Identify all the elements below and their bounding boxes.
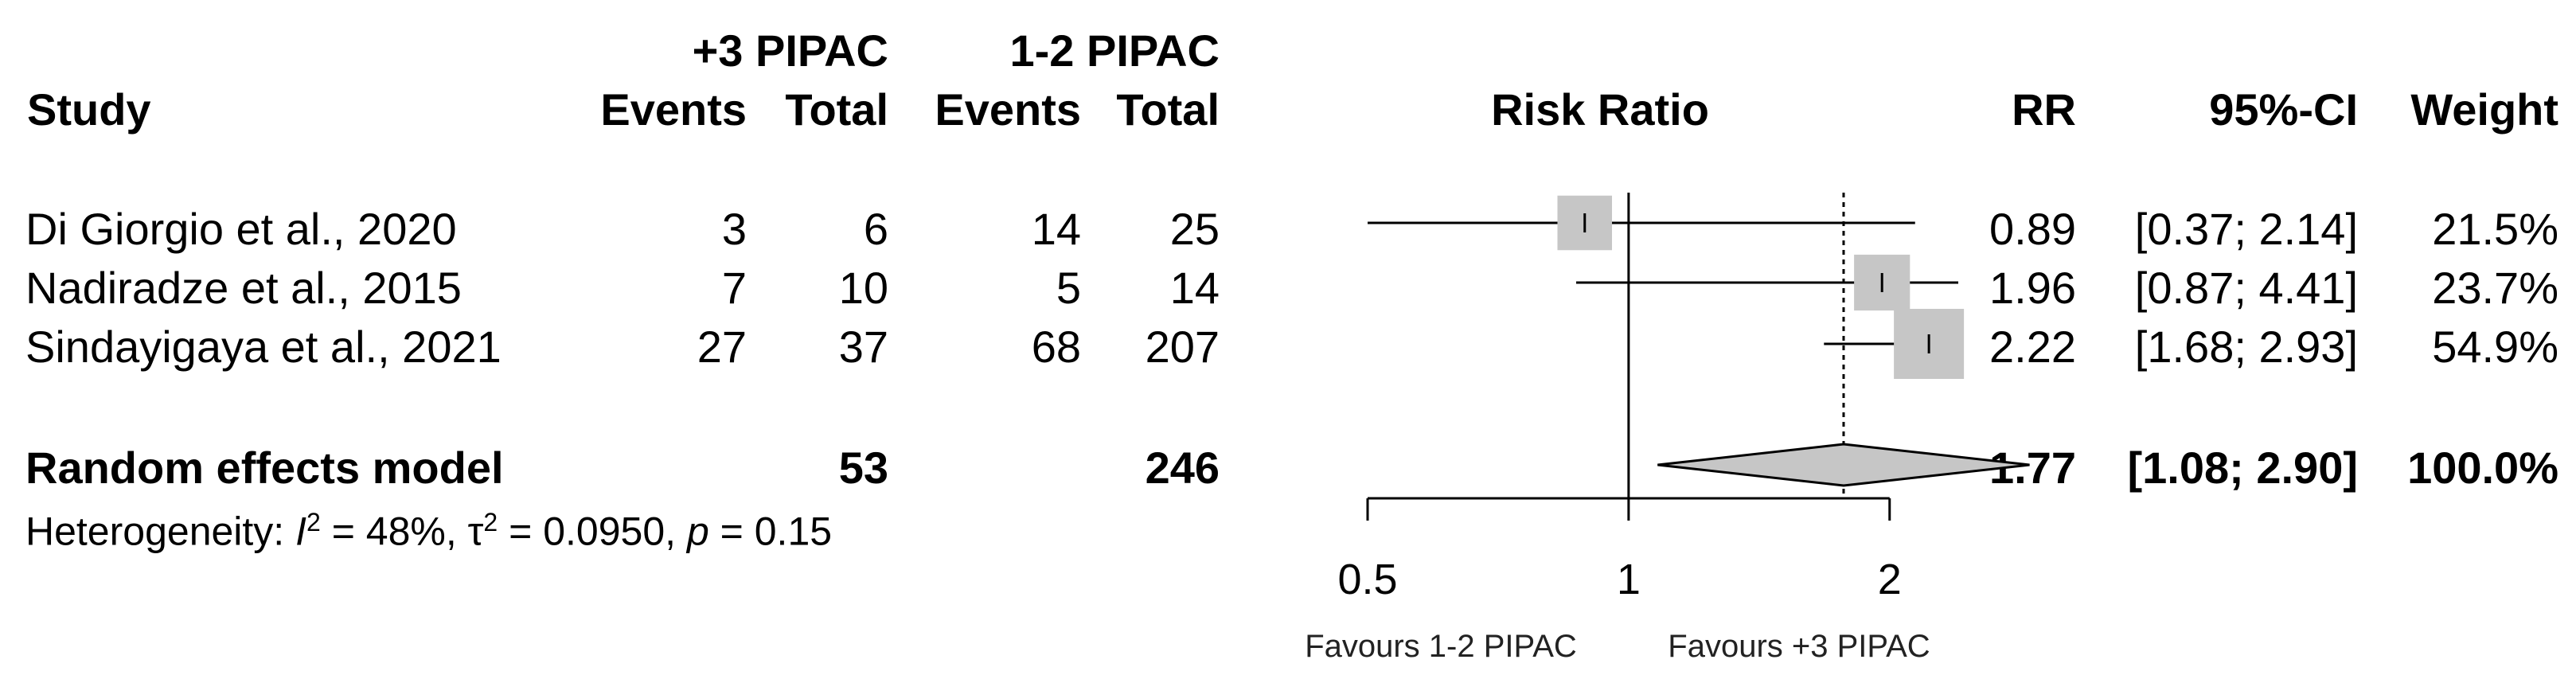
pooled-ci: [1.08; 2.90] (2127, 443, 2359, 493)
study-ctl-events: 14 (1031, 204, 1081, 254)
study-exp-total: 6 (863, 204, 888, 254)
x-tick-label: 1 (1617, 556, 1641, 603)
tau2-value: = 0.0950, (509, 509, 687, 554)
study-ctl-events: 5 (1056, 263, 1081, 313)
col-header-risk-ratio: Risk Ratio (1491, 84, 1709, 135)
col-header-weight: Weight (2410, 84, 2558, 135)
col-header-ci: 95%-CI (2209, 84, 2358, 135)
p-value: = 0.15 (720, 509, 833, 554)
tau2-symbol: τ (467, 509, 484, 554)
study-exp-events: 27 (697, 322, 747, 372)
x-tick-label: 0.5 (1337, 556, 1397, 603)
study-weight: 54.9% (2432, 322, 2558, 372)
study-exp-total: 10 (838, 263, 888, 313)
study-ci: [0.87; 4.41] (2134, 263, 2358, 313)
study-weight: 21.5% (2432, 204, 2558, 254)
heterogeneity-prefix: Heterogeneity: (25, 509, 296, 554)
tau2-superscript: 2 (483, 508, 498, 537)
pooled-ctl-total: 246 (1145, 443, 1220, 493)
i2-superscript: 2 (306, 508, 321, 537)
study-ctl-total: 207 (1145, 322, 1220, 372)
study-name: Di Giorgio et al., 2020 (25, 204, 457, 254)
study-rr: 0.89 (1989, 204, 2076, 254)
study-weight: 23.7% (2432, 263, 2558, 313)
favours-left-label: Favours 1-2 PIPAC (1305, 629, 1577, 664)
study-exp-events: 3 (721, 204, 747, 254)
col-header-exp-events: Events (600, 84, 747, 135)
favours-right-label: Favours +3 PIPAC (1668, 629, 1930, 664)
study-rr: 2.22 (1989, 322, 2076, 372)
pooled-diamond (1657, 443, 2030, 487)
col-header-ctl-events: Events (935, 84, 1081, 135)
p-symbol: p (686, 509, 709, 554)
pooled-name: Random effects model (25, 443, 504, 493)
heterogeneity-text: Heterogeneity: I2 = 48%, τ2 = 0.0950, p … (25, 509, 832, 552)
study-ci: [0.37; 2.14] (2134, 204, 2358, 254)
group-header-experimental: +3 PIPAC (692, 25, 888, 76)
study-ctl-total: 14 (1169, 263, 1220, 313)
study-rr: 1.96 (1989, 263, 2076, 313)
study-ctl-total: 25 (1169, 204, 1220, 254)
x-tick-label: 2 (1878, 556, 1902, 603)
col-header-ctl-total: Total (1116, 84, 1220, 135)
study-name: Sindayigaya et al., 2021 (25, 322, 502, 372)
col-header-rr: RR (2012, 84, 2076, 135)
study-name: Nadiradze et al., 2015 (25, 263, 462, 313)
study-ci: [1.68; 2.93] (2134, 322, 2358, 372)
i2-symbol: I (295, 509, 306, 554)
col-header-exp-total: Total (785, 84, 888, 135)
pooled-exp-total: 53 (838, 443, 888, 493)
study-exp-total: 37 (838, 322, 888, 372)
col-header-study: Study (27, 84, 151, 135)
group-header-control: 1-2 PIPAC (1009, 25, 1220, 76)
study-ctl-events: 68 (1031, 322, 1081, 372)
pooled-weight: 100.0% (2407, 443, 2558, 493)
i2-value: = 48%, (331, 509, 468, 554)
study-exp-events: 7 (721, 263, 747, 313)
